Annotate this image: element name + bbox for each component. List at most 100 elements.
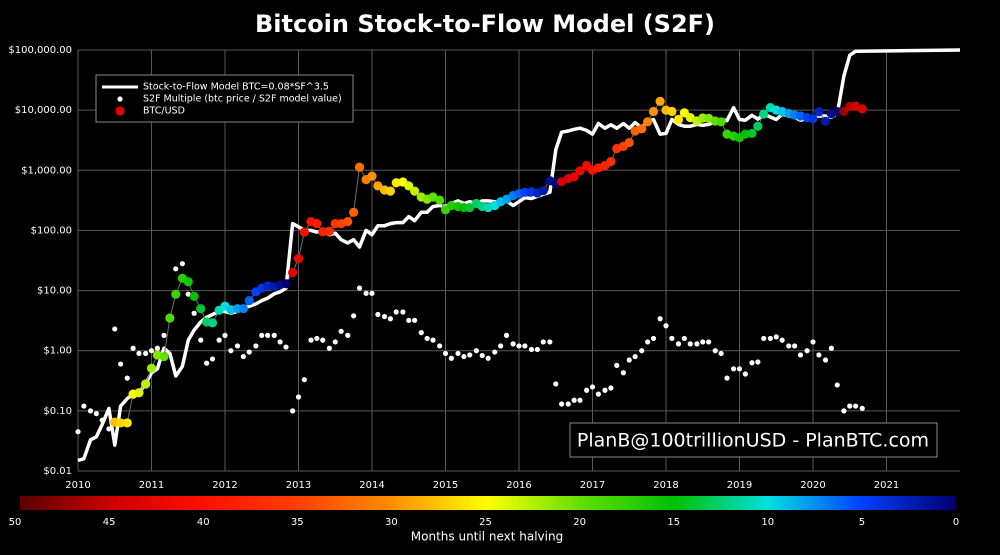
multiple-dot [228, 348, 234, 354]
multiple-dot [584, 387, 590, 393]
x-tick-label: 2016 [506, 480, 531, 491]
multiple-dot [112, 326, 118, 332]
price-dot [465, 202, 475, 213]
multiple-dot [822, 357, 829, 363]
multiple-dot [694, 341, 700, 347]
price-dot [116, 418, 126, 428]
multiple-dot [136, 350, 142, 357]
multiple-dot [461, 353, 467, 360]
multiple-dot [265, 332, 271, 338]
x-tick-label: 2013 [286, 480, 311, 491]
multiple-dot [755, 359, 761, 365]
price-dot [814, 107, 824, 117]
multiple-dot [559, 401, 565, 407]
multiple-dot [492, 349, 498, 355]
colorbar-tick-label: 10 [761, 517, 774, 528]
multiple-dot [338, 328, 344, 334]
multiple-dot [731, 366, 737, 372]
multiple-dot [786, 343, 792, 349]
price-dot [354, 162, 365, 172]
multiple-dot [143, 350, 149, 357]
multiple-dot [320, 337, 326, 343]
price-dot [349, 207, 359, 217]
colorbar-tick-label: 25 [479, 517, 492, 528]
multiple-dot [179, 261, 185, 267]
multiple-dot [498, 343, 504, 349]
multiple-dot [797, 352, 804, 358]
multiple-dot [485, 355, 491, 361]
price-dot [637, 124, 647, 134]
multiple-dot [614, 362, 620, 368]
colorbar-tick-label: 35 [291, 517, 304, 528]
multiple-dot [853, 403, 859, 409]
legend-label: S2F Multiple (btc price / S2F model valu… [143, 94, 342, 105]
price-dot [740, 129, 750, 139]
multiple-dot [718, 350, 724, 357]
price-dot [324, 226, 334, 236]
price-dot [343, 217, 353, 227]
multiple-dot [816, 352, 822, 358]
y-tick-label: $1.00 [43, 346, 72, 357]
multiple-dot [295, 394, 302, 400]
multiple-dot [742, 371, 748, 377]
multiple-dot [406, 317, 412, 323]
multiple-dot [503, 332, 510, 338]
multiple-dot [540, 339, 546, 345]
plot-area [75, 48, 961, 463]
multiple-dot [387, 316, 393, 322]
multiple-dot [130, 345, 136, 351]
colorbar-tick-label: 40 [197, 517, 210, 528]
multiple-dot [859, 405, 865, 411]
multiple-dot [761, 335, 767, 342]
multiple-dot [93, 411, 99, 417]
y-tick-label: $100,000.00 [8, 45, 72, 56]
price-dot [716, 117, 726, 127]
price-dot [159, 351, 169, 362]
multiple-dot [375, 311, 381, 318]
x-tick-label: 2018 [653, 480, 678, 491]
price-dot [299, 227, 309, 237]
colorbar-tick-label: 45 [103, 517, 116, 528]
price-dot [673, 114, 684, 125]
watermark-box [569, 422, 938, 458]
y-tick-label: $1,000.00 [21, 165, 72, 176]
price-dot [196, 304, 206, 314]
price-dot [538, 185, 548, 196]
price-dot [122, 418, 132, 428]
multiple-dot [75, 429, 81, 435]
colorbar [20, 496, 955, 510]
price-dot [404, 181, 414, 191]
multiple-dot [804, 348, 810, 354]
watermark: PlanB@100trillionUSD - PlanBTC.com [577, 430, 929, 452]
multiple-dot [516, 343, 522, 349]
multiple-dot [841, 408, 847, 414]
multiple-dot [669, 335, 675, 342]
multiple-dot [400, 309, 406, 315]
colorbar-label: Months until next halving [411, 530, 563, 544]
multiple-dot [283, 344, 289, 350]
y-tick-label: $0.10 [43, 406, 72, 417]
multiple-dot [363, 290, 369, 296]
multiple-dot [222, 332, 228, 338]
price-dot [808, 114, 818, 124]
colorbar-tick-label: 0 [953, 517, 959, 528]
price-dot [373, 181, 383, 191]
multiple-dot [632, 353, 638, 360]
x-tick-label: 2011 [139, 480, 164, 491]
price-dot [569, 172, 579, 182]
multiple-dot [118, 361, 124, 367]
multiple-dot [216, 337, 222, 343]
multiple-dot [608, 385, 614, 391]
price-dot [367, 171, 377, 181]
multiple-dot [448, 355, 454, 361]
multiple-dot [314, 335, 320, 342]
price-dot [288, 267, 298, 278]
multiple-dot [749, 360, 755, 366]
price-dot [146, 363, 157, 373]
multiple-dot [185, 291, 191, 297]
price-dot [385, 186, 395, 196]
multiple-dot [589, 384, 596, 390]
multiple-dot [565, 401, 571, 407]
multiple-dot [106, 426, 112, 432]
